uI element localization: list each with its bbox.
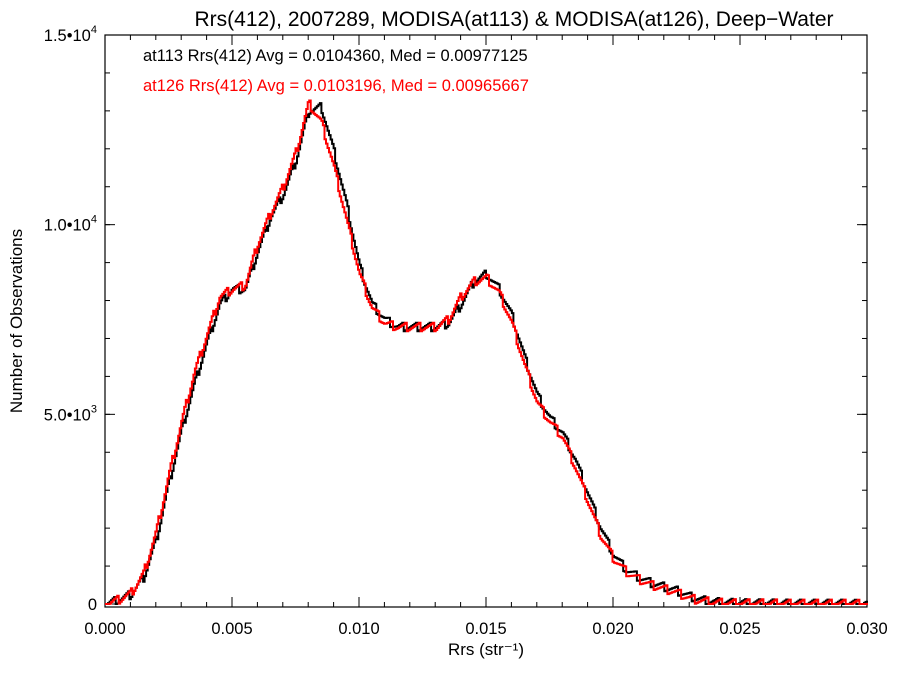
y-tick-label: 1.5•104 [44,24,97,45]
plot-frame [104,34,868,608]
y-axis-label: Number of Observations [7,229,26,413]
x-tick-label: 0.020 [592,620,633,638]
x-axis-label: Rrs (str⁻¹) [448,640,524,659]
y-tick-label: 5.0•103 [44,403,97,424]
series-at126-line [105,99,868,605]
series-layer [105,99,868,605]
y-tick-mantissa: 5.0•10 [44,406,91,424]
y-tick-label: 0 [88,596,97,614]
annotation-at113: at113 Rrs(412) Avg = 0.0104360, Med = 0.… [143,47,528,65]
chart-title: Rrs(412), 2007289, MODISA(at113) & MODIS… [194,8,833,31]
x-tick-label: 0.010 [338,620,379,638]
y-tick-exponent: 3 [91,403,97,415]
y-tick-mantissa: 0 [88,596,97,614]
annotation-at126: at126 Rrs(412) Avg = 0.0103196, Med = 0.… [143,77,529,95]
x-axis: 0.000 0.005 0.010 0.015 0.020 0.025 0.030 [84,35,888,638]
y-tick-label: 1.0•104 [44,214,97,235]
y-tick-mantissa: 1.5•10 [44,27,91,45]
x-tick-label: 0.005 [211,620,252,638]
x-tick-label: 0.015 [465,620,506,638]
x-tick-label: 0.000 [84,620,125,638]
x-tick-label: 0.030 [846,620,887,638]
y-tick-exponent: 4 [91,24,97,36]
x-tick-label: 0.025 [719,620,760,638]
y-tick-mantissa: 1.0•10 [44,217,91,235]
y-tick-exponent: 4 [91,214,97,226]
series-at113-line [105,102,868,605]
